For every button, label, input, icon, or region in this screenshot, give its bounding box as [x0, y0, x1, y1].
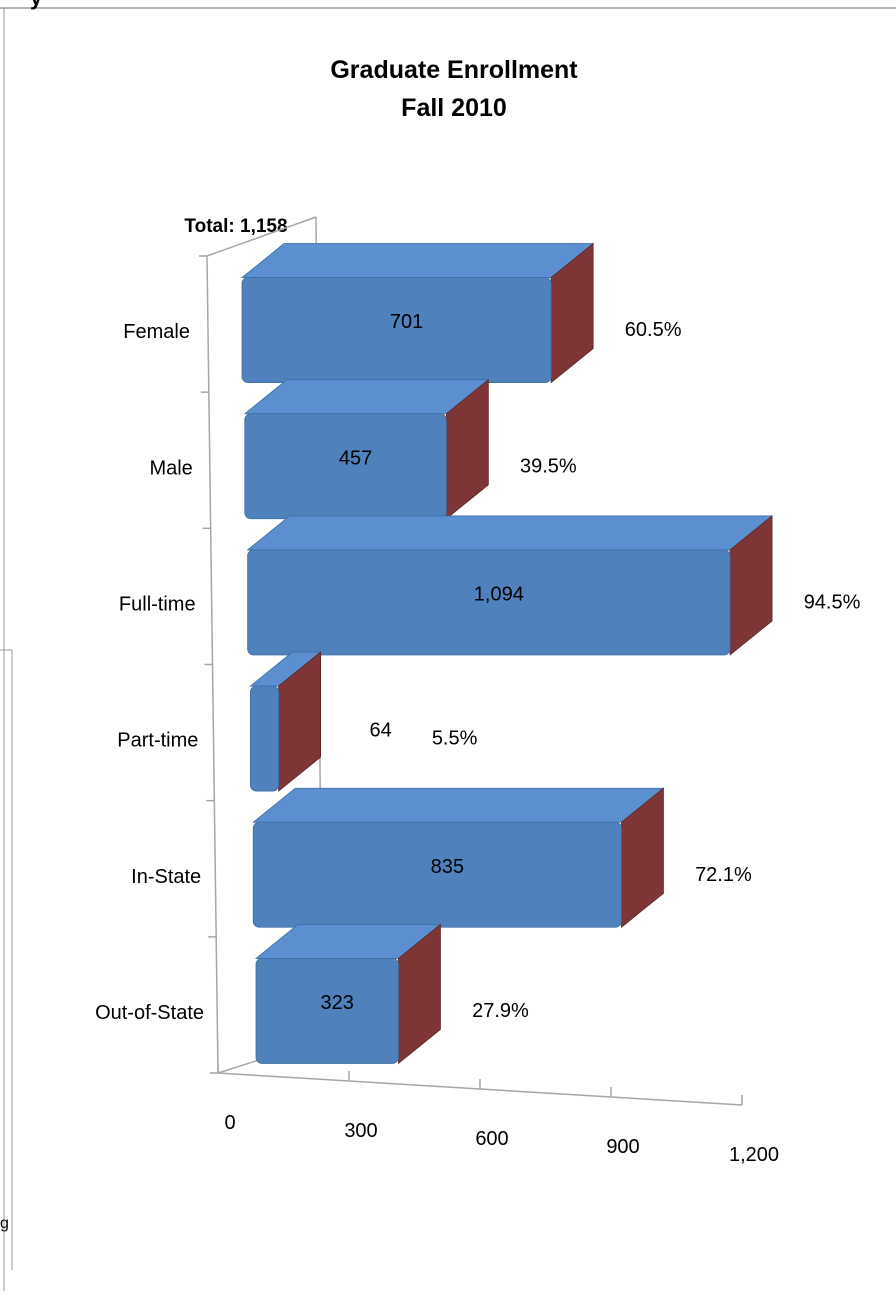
value-label: 323: [321, 992, 354, 1014]
value-label: 835: [431, 856, 464, 878]
bar-top: [252, 787, 665, 823]
bar: [243, 378, 490, 520]
bar-front: [255, 958, 399, 1064]
chart-title-line1: Graduate Enrollment: [330, 56, 578, 84]
category-label: Full-time: [119, 593, 196, 615]
percent-label: 27.9%: [472, 1000, 529, 1022]
percent-label: 60.5%: [625, 319, 682, 341]
bar: [254, 923, 442, 1065]
bar-top: [240, 243, 595, 278]
bar-top: [246, 515, 774, 551]
value-label: 457: [339, 447, 372, 469]
x-tick-label: 1,200: [729, 1144, 779, 1166]
value-label: 701: [390, 311, 423, 333]
x-tick-label: 0: [224, 1112, 235, 1134]
percent-label: 94.5%: [804, 591, 861, 613]
bar-front: [247, 549, 731, 656]
category-label: Part-time: [117, 730, 198, 752]
percent-label: 72.1%: [695, 864, 752, 886]
bar: [252, 787, 665, 929]
total-label: Total: 1,158: [184, 216, 287, 237]
category-label: Female: [123, 321, 190, 343]
category-label: Out-of-State: [95, 1002, 204, 1024]
percent-label: 39.5%: [520, 455, 577, 477]
x-tick-label: 300: [344, 1120, 377, 1142]
bar: [249, 651, 322, 792]
bar: [240, 242, 595, 384]
bar-top: [243, 379, 490, 415]
x-tick-label: 600: [475, 1128, 508, 1150]
value-label: 64: [369, 720, 391, 742]
chart-bars: [240, 242, 774, 1065]
bar: [246, 515, 774, 656]
chart-labels: 0 300 600 900 1,200 Female 701 60.5% Male 457 39.5…: [95, 311, 861, 1166]
header-fragment: y: [30, 0, 43, 10]
category-label: Male: [149, 457, 192, 479]
category-label: In-State: [131, 866, 201, 888]
chart-title-line2: Fall 2010: [401, 94, 507, 122]
axis-top-depth: [206, 216, 317, 257]
value-label: 1,094: [474, 583, 524, 605]
side-fragment: g: [0, 1215, 9, 1232]
x-tick-label: 900: [606, 1136, 639, 1158]
bar-front: [249, 685, 280, 792]
percent-label: 5.5%: [432, 728, 478, 750]
